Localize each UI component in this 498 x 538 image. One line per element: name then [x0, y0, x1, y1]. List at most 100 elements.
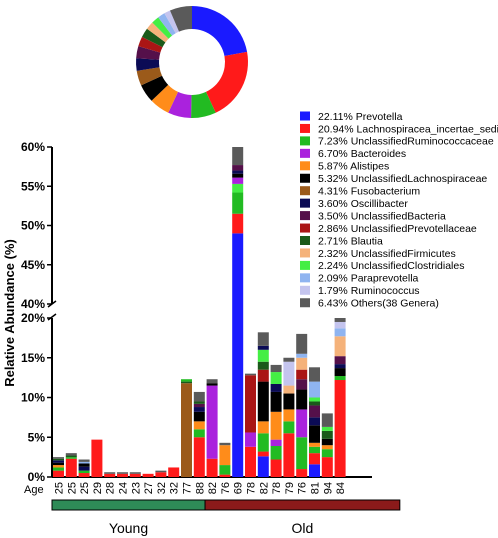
legend-swatch: [300, 111, 310, 121]
bar-segment: [232, 183, 244, 193]
bar-segment: [78, 463, 90, 467]
legend-swatch: [300, 186, 310, 196]
group-label: Young: [109, 520, 148, 536]
legend-entry: 7.23% UnclassifiedRuminococcaceae: [318, 136, 494, 148]
bar-segment: [321, 438, 333, 446]
donut-slice-15: [164, 10, 180, 34]
x-tick-label: 76: [220, 482, 232, 494]
bar-segment: [334, 380, 346, 477]
bar-segment: [296, 389, 308, 410]
bar-segment: [78, 466, 90, 471]
bar-segment: [309, 446, 320, 454]
bar-segment: [53, 470, 64, 477]
bar-segment: [257, 345, 269, 350]
x-tick-label: 32: [156, 482, 168, 494]
y-tick-label: 20%: [21, 311, 45, 325]
legend-swatch: [300, 285, 310, 295]
bar-segment: [219, 445, 231, 466]
y-tick-label: 40%: [21, 297, 45, 311]
bar-segment: [309, 367, 320, 382]
donut-slice-4: [168, 91, 192, 118]
donut-slice-9: [136, 46, 161, 60]
bar-segment: [53, 462, 64, 466]
legend-swatch: [300, 298, 310, 308]
stacked-bars: [53, 147, 346, 477]
y-tick-label: 50%: [21, 219, 45, 233]
x-tick-label: 29: [92, 482, 104, 494]
bar-segment: [283, 357, 295, 362]
bar-segment: [283, 385, 295, 394]
bar-segment: [65, 453, 77, 456]
bar-segment: [232, 173, 244, 178]
bar-segment: [257, 451, 269, 457]
legend-entry: 2.86% UnclassifiedPrevotellaceae: [318, 223, 477, 235]
bar-segment: [321, 445, 333, 450]
donut-chart: [136, 5, 249, 118]
bar-segment: [270, 364, 282, 373]
bar-segment: [309, 405, 320, 418]
bar-segment: [257, 369, 269, 382]
bar-segment: [155, 472, 167, 477]
bar-segment: [296, 379, 308, 390]
bar-segment: [270, 445, 282, 460]
legend-swatch: [300, 173, 310, 183]
bar-segment: [65, 458, 77, 477]
bar-segment: [78, 473, 90, 477]
bar-segment: [296, 369, 308, 380]
bar-segment: [283, 393, 295, 410]
legend-entry: 2.32% UnclassifiedFirmicutes: [318, 248, 456, 260]
bar-segment: [257, 456, 269, 477]
bar-segment: [219, 465, 231, 475]
group-label: Old: [292, 520, 314, 536]
donut-slice-11: [141, 28, 166, 48]
bar-segment: [257, 381, 269, 422]
bar-segment: [334, 368, 346, 377]
bar-segment: [206, 385, 218, 459]
x-tick-label: 32: [169, 482, 181, 494]
legend-entry: 2.71% Blautia: [318, 235, 383, 247]
bar-segment: [104, 472, 116, 474]
x-tick-label: 25: [54, 482, 66, 494]
legend-swatch: [300, 161, 310, 171]
bar-segment: [257, 361, 269, 370]
x-tick-label: 84: [335, 482, 347, 494]
bar-segment: [334, 321, 346, 329]
x-tick-label: 88: [194, 482, 206, 494]
bar-segment: [232, 177, 244, 184]
x-tick-label: 82: [258, 482, 270, 494]
bar-segment: [232, 192, 244, 214]
bar-segment: [270, 439, 282, 446]
legend-swatch: [300, 273, 310, 283]
legend-entry: 22.11% Prevotella: [318, 111, 403, 123]
bar-segment: [321, 430, 333, 439]
bar-segment: [206, 458, 218, 477]
x-tick-label: 82: [207, 482, 219, 494]
y-tick-label: 10%: [21, 391, 45, 405]
legend-entry: 2.09% Paraprevotella: [318, 273, 419, 285]
bar-segment: [334, 356, 346, 365]
bar-segment: [270, 372, 282, 384]
bar-segment: [181, 383, 192, 477]
bar-segment: [296, 333, 308, 354]
donut-slice-7: [136, 67, 163, 86]
bar-segment: [309, 453, 320, 465]
bar-segment: [296, 437, 308, 470]
legend-swatch: [300, 211, 310, 221]
legend-swatch: [300, 260, 310, 270]
x-tick-label: 78: [271, 482, 283, 494]
group-bar-old: [204, 499, 401, 511]
group-bars: Young Old: [51, 499, 401, 536]
legend-entry: 2.24% UnclassifiedClostridiales: [318, 260, 464, 272]
bar-segment: [283, 361, 295, 386]
bar-segment: [65, 457, 77, 459]
bar-segment: [193, 421, 205, 430]
y-tick-label: 5%: [28, 430, 46, 444]
bar-segment: [270, 411, 282, 440]
bar-segment: [117, 473, 128, 477]
bar-segment: [257, 433, 269, 452]
x-tick-label: 94: [322, 482, 334, 494]
bar-segment: [296, 353, 308, 358]
bar-segment: [309, 464, 320, 477]
bar-segment: [206, 379, 218, 384]
